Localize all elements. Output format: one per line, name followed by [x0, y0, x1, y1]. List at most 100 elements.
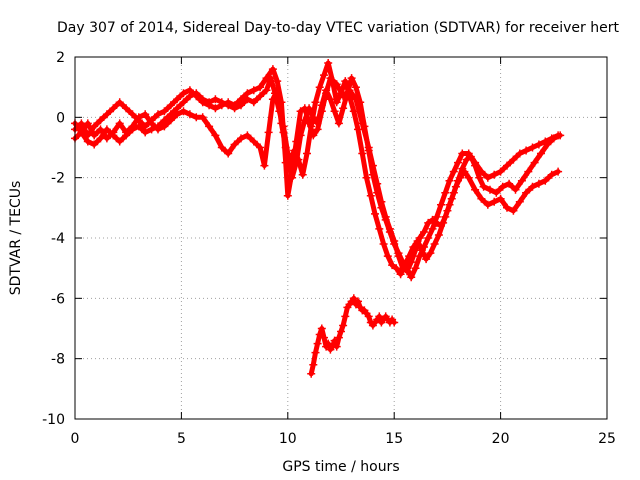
- data-point: [471, 158, 480, 167]
- data-point: [451, 182, 460, 191]
- data-point: [541, 137, 550, 146]
- data-point: [83, 119, 92, 128]
- data-point: [445, 176, 454, 185]
- data-point: [243, 131, 252, 140]
- data-point: [515, 197, 524, 206]
- data-point: [109, 131, 118, 140]
- data-point: [411, 264, 420, 273]
- data-point: [430, 240, 439, 248]
- data-point: [496, 167, 505, 176]
- data-point: [296, 131, 305, 140]
- data-point: [102, 125, 111, 134]
- x-tick-labels: 0 5 10 15 20 25: [71, 431, 616, 447]
- data-point: [134, 113, 143, 122]
- data-point: [434, 231, 443, 239]
- data-point: [496, 194, 505, 203]
- data-point: [147, 125, 156, 134]
- data-point: [268, 65, 277, 74]
- data-point: [394, 249, 403, 258]
- axis-ticks: [74, 56, 608, 420]
- data-point: [349, 107, 358, 116]
- data-point: [554, 167, 563, 176]
- data-point: [479, 182, 488, 191]
- data-point: [211, 95, 220, 104]
- data-point: [483, 200, 492, 209]
- data-point: [364, 312, 373, 321]
- data-point: [477, 167, 486, 176]
- data-point: [192, 89, 201, 98]
- data-point: [256, 143, 265, 152]
- data-point: [349, 294, 358, 303]
- data-point: [492, 188, 501, 197]
- data-point: [334, 333, 343, 342]
- data-point: [449, 167, 458, 176]
- x-tick-label: 0: [71, 431, 80, 447]
- data-point: [439, 218, 448, 227]
- data-point: [317, 324, 326, 333]
- data-point: [498, 182, 507, 191]
- data-point: [511, 185, 520, 194]
- data-point: [354, 297, 362, 306]
- data-point: [266, 74, 275, 83]
- data-point: [328, 77, 337, 86]
- data-point: [217, 143, 226, 152]
- data-point: [364, 146, 373, 155]
- data-point: [296, 107, 305, 116]
- data-point: [377, 203, 386, 212]
- data-point: [443, 206, 452, 215]
- data-point: [385, 228, 394, 236]
- data-point: [541, 176, 550, 185]
- data-point: [388, 261, 397, 270]
- data-point: [424, 234, 433, 242]
- data-point: [477, 194, 486, 203]
- data-point: [396, 270, 405, 279]
- data-point: [456, 173, 465, 182]
- data-point: [517, 176, 526, 185]
- data-point: [185, 92, 194, 101]
- data-point: [530, 158, 539, 167]
- chart-title: Day 307 of 2014, Sidereal Day-to-day VTE…: [57, 20, 619, 36]
- data-point: [128, 125, 137, 134]
- data-point: [141, 128, 150, 137]
- data-point: [554, 131, 563, 140]
- data-point: [160, 116, 169, 125]
- data-point: [160, 107, 169, 116]
- data-point: [311, 348, 320, 357]
- y-tick-label: -6: [51, 291, 65, 307]
- data-point: [528, 182, 537, 191]
- data-point: [307, 369, 316, 378]
- data-point: [305, 104, 314, 113]
- data-point: [264, 128, 273, 137]
- data-point: [360, 122, 369, 131]
- data-point: [271, 89, 279, 98]
- y-axis-label: SDTVAR / TECUs: [8, 181, 24, 296]
- data-point: [366, 191, 375, 200]
- data-point: [315, 330, 324, 339]
- data-point: [211, 131, 220, 140]
- y-tick-label: -8: [51, 352, 65, 368]
- data-point: [211, 104, 220, 113]
- data-point: [283, 191, 292, 200]
- data-point: [337, 327, 345, 336]
- data-point: [217, 98, 226, 107]
- data-point: [509, 206, 518, 215]
- data-point: [422, 255, 431, 264]
- data-point: [173, 95, 182, 104]
- data-point: [205, 122, 214, 131]
- data-point: [373, 188, 382, 197]
- data-point: [354, 125, 362, 134]
- data-point: [522, 146, 531, 155]
- data-point: [279, 122, 288, 131]
- data-point: [320, 71, 328, 80]
- data-point: [362, 173, 371, 182]
- data-point: [303, 149, 311, 158]
- y-tick-label: 0: [56, 110, 65, 126]
- data-point: [283, 149, 292, 158]
- data-point: [154, 110, 162, 119]
- data-point: [375, 224, 384, 233]
- data-point: [351, 83, 360, 92]
- data-point: [464, 149, 473, 158]
- data-point: [260, 161, 269, 170]
- data-point: [166, 110, 175, 119]
- data-point: [179, 89, 188, 98]
